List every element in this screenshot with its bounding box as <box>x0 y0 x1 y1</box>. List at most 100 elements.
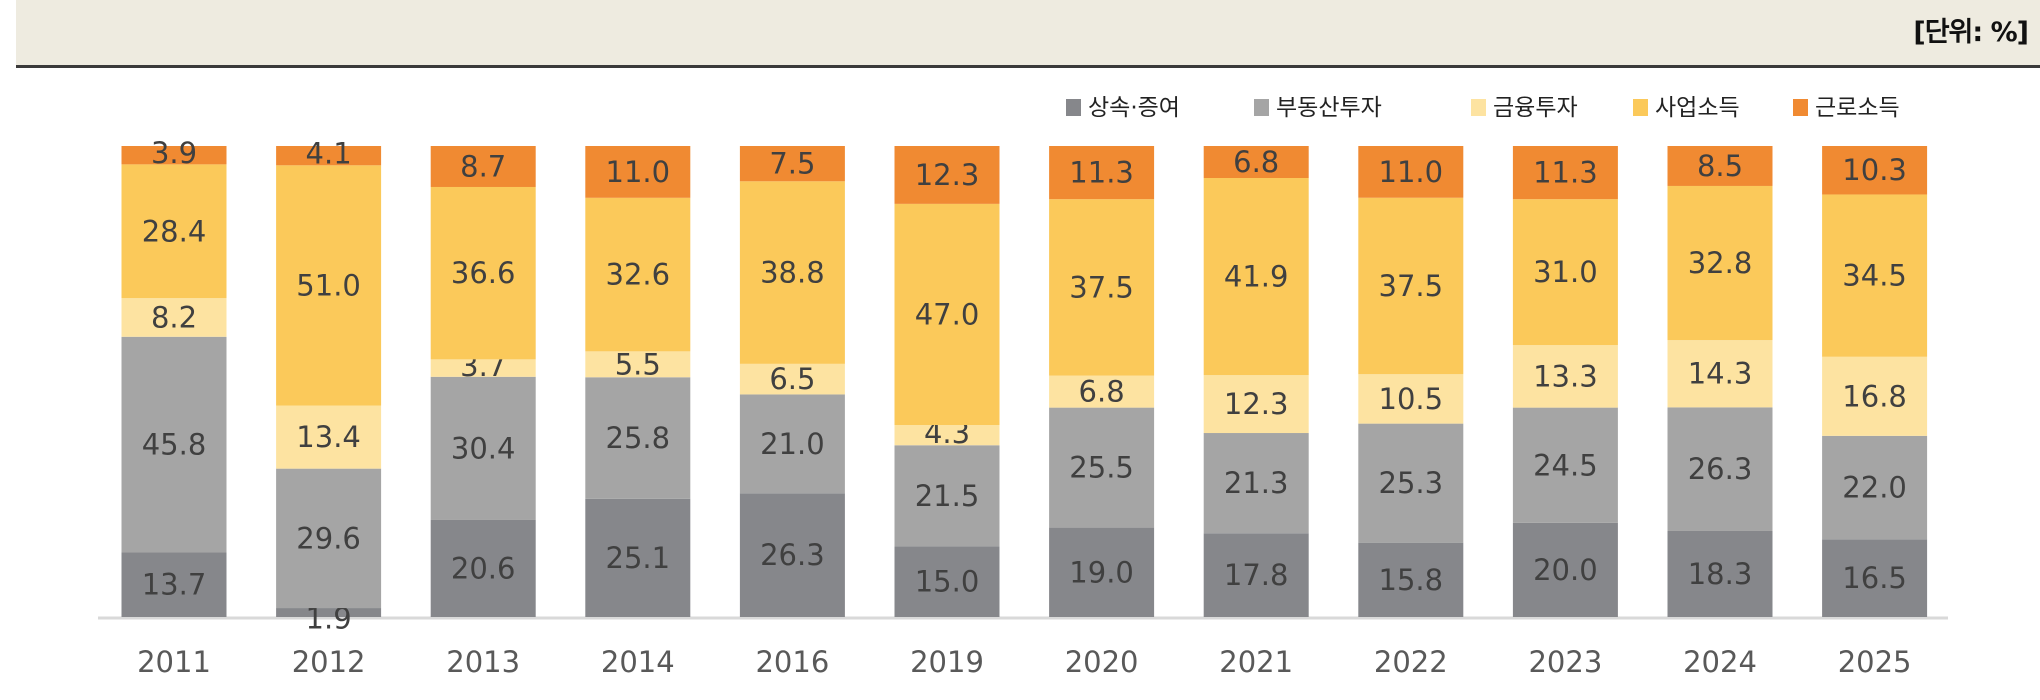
data-label-2023-1: 24.5 <box>1533 448 1598 482</box>
bar-segment-2025-3 <box>1822 194 1928 357</box>
bar-segment-2019-3 <box>894 203 1000 426</box>
bar-segment-2012-4 <box>276 146 382 166</box>
data-label-2016-4: 7.5 <box>769 147 815 181</box>
bar-segment-2024-1 <box>1667 407 1773 531</box>
data-label-2011-1: 45.8 <box>142 428 207 462</box>
data-label-2019-3: 47.0 <box>915 297 980 331</box>
bar-segment-2023-2 <box>1512 345 1618 408</box>
bar-segment-2024-3 <box>1667 185 1773 341</box>
x-tick-label-2019: 2019 <box>910 645 984 679</box>
bar-segment-2016-3 <box>739 181 845 364</box>
data-label-2025-1: 22.0 <box>1842 471 1907 505</box>
data-label-2019-0: 15.0 <box>915 565 980 599</box>
x-tick-label-2016: 2016 <box>755 645 829 679</box>
data-label-2020-3: 37.5 <box>1069 270 1134 304</box>
bar-segment-2023-3 <box>1512 199 1618 346</box>
bar-segment-2011-1 <box>121 336 227 553</box>
bar-segment-2019-4 <box>894 146 1000 204</box>
legend-swatch-1 <box>1254 99 1269 116</box>
bar-segment-2011-2 <box>121 298 227 337</box>
bar-segment-2020-2 <box>1049 375 1155 408</box>
data-label-2011-3: 28.4 <box>142 214 207 248</box>
data-label-2014-1: 25.8 <box>606 421 671 455</box>
data-label-2023-4: 11.3 <box>1533 156 1598 190</box>
data-label-2014-0: 25.1 <box>606 541 671 575</box>
data-label-2012-4: 4.1 <box>306 137 352 171</box>
x-tick-label-2025: 2025 <box>1838 645 1912 679</box>
data-label-2024-2: 14.3 <box>1688 357 1753 391</box>
data-label-2024-0: 18.3 <box>1688 557 1753 591</box>
data-label-2013-3: 36.6 <box>451 256 516 290</box>
data-label-2013-4: 8.7 <box>460 149 506 183</box>
data-label-2014-2: 5.5 <box>615 347 661 381</box>
bar-segment-2023-4 <box>1512 146 1618 200</box>
bar-segment-2020-1 <box>1049 407 1155 528</box>
data-label-2021-0: 17.8 <box>1224 558 1289 592</box>
bar-segment-2012-1 <box>276 468 382 609</box>
bar-segment-2016-1 <box>739 394 845 494</box>
data-label-2012-3: 51.0 <box>296 268 361 302</box>
bar-segment-2021-3 <box>1203 177 1309 376</box>
bar-segment-2019-0 <box>894 546 1000 617</box>
data-label-2019-4: 12.3 <box>915 158 980 192</box>
data-label-2016-1: 21.0 <box>760 427 825 461</box>
data-label-2012-2: 13.4 <box>296 420 361 454</box>
bar-segment-2020-0 <box>1049 527 1155 617</box>
data-label-2023-2: 13.3 <box>1533 359 1598 393</box>
legend-label-1: 부동산투자 <box>1276 95 1382 121</box>
data-label-2013-1: 30.4 <box>451 431 516 465</box>
x-tick-label-2020: 2020 <box>1065 645 1139 679</box>
data-label-2014-3: 32.6 <box>606 258 671 292</box>
bar-segment-2012-2 <box>276 405 382 469</box>
unit-header-band: [단위: %] <box>16 0 2040 68</box>
data-label-2025-2: 16.8 <box>1842 379 1907 413</box>
bar-segment-2021-4 <box>1203 146 1309 178</box>
bar-segment-2022-1 <box>1358 423 1464 543</box>
bar-segment-2016-4 <box>739 146 845 182</box>
data-label-2021-1: 21.3 <box>1224 466 1289 500</box>
bar-segment-2022-4 <box>1358 146 1464 198</box>
bar-segment-2025-0 <box>1822 539 1928 617</box>
data-label-2020-2: 6.8 <box>1079 375 1125 409</box>
bar-segment-2014-0 <box>585 498 691 617</box>
x-tick-label-2011: 2011 <box>137 645 211 679</box>
data-label-2019-1: 21.5 <box>915 479 980 513</box>
data-label-2025-3: 34.5 <box>1842 259 1907 293</box>
data-label-2024-4: 8.5 <box>1697 149 1743 183</box>
bar-segment-2011-3 <box>121 164 227 299</box>
data-label-2020-0: 19.0 <box>1069 555 1134 589</box>
data-label-2016-3: 38.8 <box>760 256 825 290</box>
bar-segment-2013-2 <box>430 359 536 377</box>
bar-segment-2021-0 <box>1203 533 1309 617</box>
data-label-2025-0: 16.5 <box>1842 561 1907 595</box>
legend-label-4: 근로소득 <box>1815 95 1900 121</box>
bar-segment-2014-2 <box>585 351 691 378</box>
bar-segment-2011-4 <box>121 146 227 165</box>
data-label-2020-4: 11.3 <box>1069 156 1134 190</box>
data-label-2014-4: 11.0 <box>606 155 671 189</box>
bar-segment-2013-1 <box>430 376 536 520</box>
bar-segment-2011-0 <box>121 552 227 617</box>
data-label-2021-4: 6.8 <box>1233 145 1279 179</box>
x-tick-label-2012: 2012 <box>292 645 366 679</box>
bar-segment-2021-1 <box>1203 433 1309 534</box>
bar-segment-2025-4 <box>1822 146 1928 195</box>
bar-segment-2014-1 <box>585 377 691 499</box>
bar-segment-2022-0 <box>1358 542 1464 617</box>
x-tick-label-2014: 2014 <box>601 645 675 679</box>
bar-segment-2024-4 <box>1667 146 1773 186</box>
data-label-2011-2: 8.2 <box>151 300 197 334</box>
data-label-2023-3: 31.0 <box>1533 255 1598 289</box>
data-label-2021-2: 12.3 <box>1224 387 1289 421</box>
bar-segment-2019-2 <box>894 425 1000 446</box>
legend-swatch-2 <box>1471 99 1486 116</box>
bar-segment-2025-1 <box>1822 435 1928 540</box>
data-label-2011-4: 3.9 <box>151 136 197 170</box>
legend-swatch-0 <box>1066 99 1081 116</box>
x-tick-label-2023: 2023 <box>1528 645 1602 679</box>
data-label-2023-0: 20.0 <box>1533 553 1598 587</box>
bar-segment-2019-1 <box>894 445 1000 547</box>
bar-segment-2013-3 <box>430 186 536 360</box>
bar-segment-2012-3 <box>276 165 382 406</box>
